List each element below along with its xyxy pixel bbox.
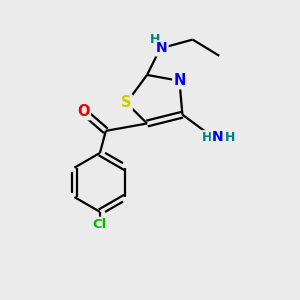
Text: H: H [150,33,160,46]
Text: N: N [156,41,168,56]
Text: H: H [202,131,212,144]
Text: O: O [77,104,90,119]
Text: S: S [121,95,132,110]
Text: N: N [212,130,224,144]
Text: Cl: Cl [93,218,107,231]
Text: N: N [173,73,186,88]
Text: H: H [225,131,236,144]
